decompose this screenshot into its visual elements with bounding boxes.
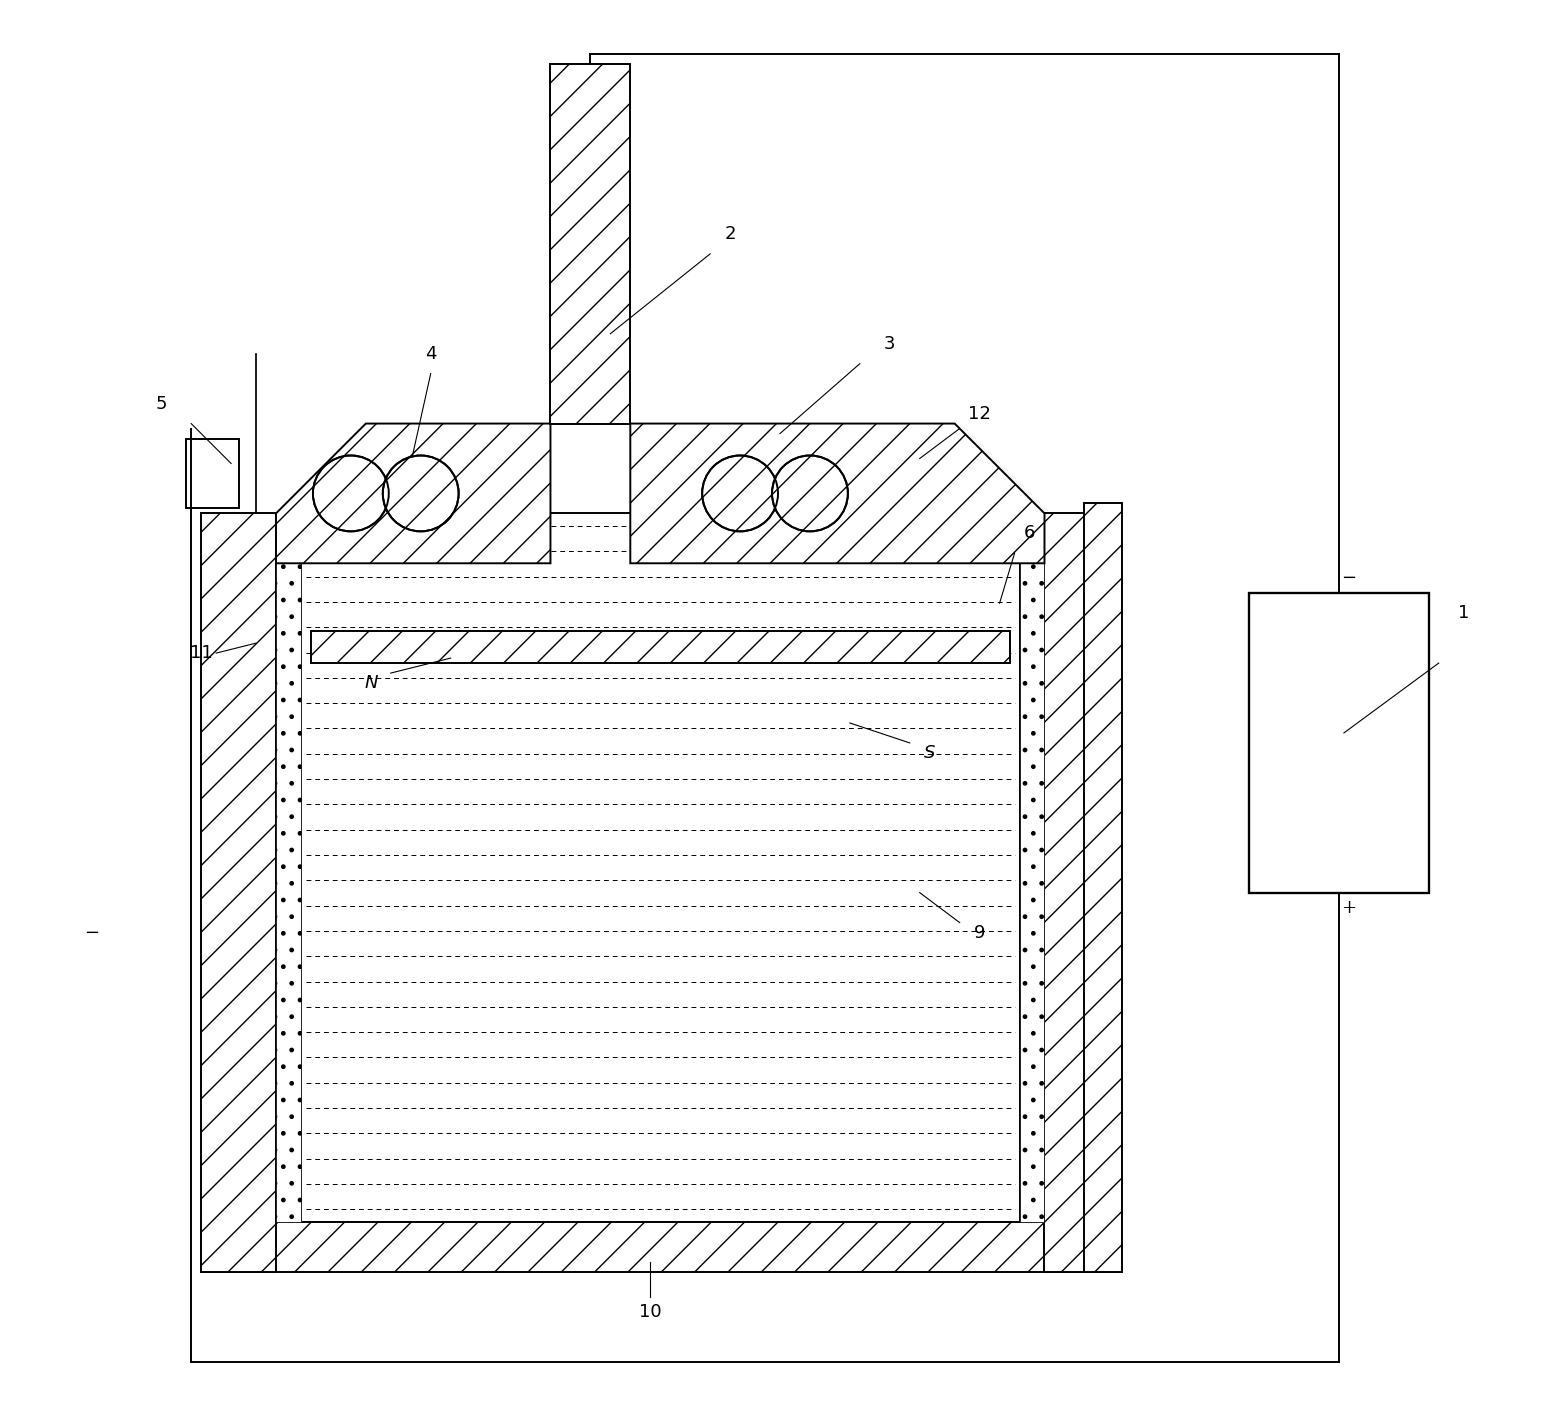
Bar <box>201 513 276 1272</box>
Text: 9: 9 <box>974 924 985 941</box>
Bar <box>276 513 301 1222</box>
Text: 6: 6 <box>1024 524 1035 543</box>
Circle shape <box>771 455 848 531</box>
Polygon shape <box>630 424 1044 564</box>
Text: N: N <box>364 674 378 692</box>
Bar <box>1019 513 1044 1222</box>
Text: 3: 3 <box>884 335 895 353</box>
Circle shape <box>314 455 389 531</box>
Text: +: + <box>1341 899 1356 917</box>
Text: S: S <box>924 743 936 762</box>
Text: 1: 1 <box>1458 605 1469 622</box>
Circle shape <box>771 455 848 531</box>
Bar <box>1085 503 1123 1272</box>
Circle shape <box>314 455 389 531</box>
Text: 12: 12 <box>967 404 991 422</box>
Circle shape <box>702 455 778 531</box>
Text: −: − <box>1341 569 1356 588</box>
Bar <box>187 438 238 509</box>
Text: 5: 5 <box>155 394 166 413</box>
Bar <box>550 64 630 424</box>
Bar <box>310 632 1010 663</box>
Bar <box>301 513 1019 1222</box>
Polygon shape <box>276 424 550 564</box>
Text: 10: 10 <box>638 1303 662 1321</box>
Text: 11: 11 <box>190 644 213 663</box>
Circle shape <box>383 455 459 531</box>
Text: −: − <box>83 924 99 941</box>
Bar <box>201 1222 1120 1272</box>
Circle shape <box>383 455 459 531</box>
Bar <box>1250 593 1428 893</box>
Circle shape <box>702 455 778 531</box>
Bar <box>1044 513 1120 1272</box>
Text: 2: 2 <box>724 225 735 243</box>
Text: 4: 4 <box>425 345 436 363</box>
